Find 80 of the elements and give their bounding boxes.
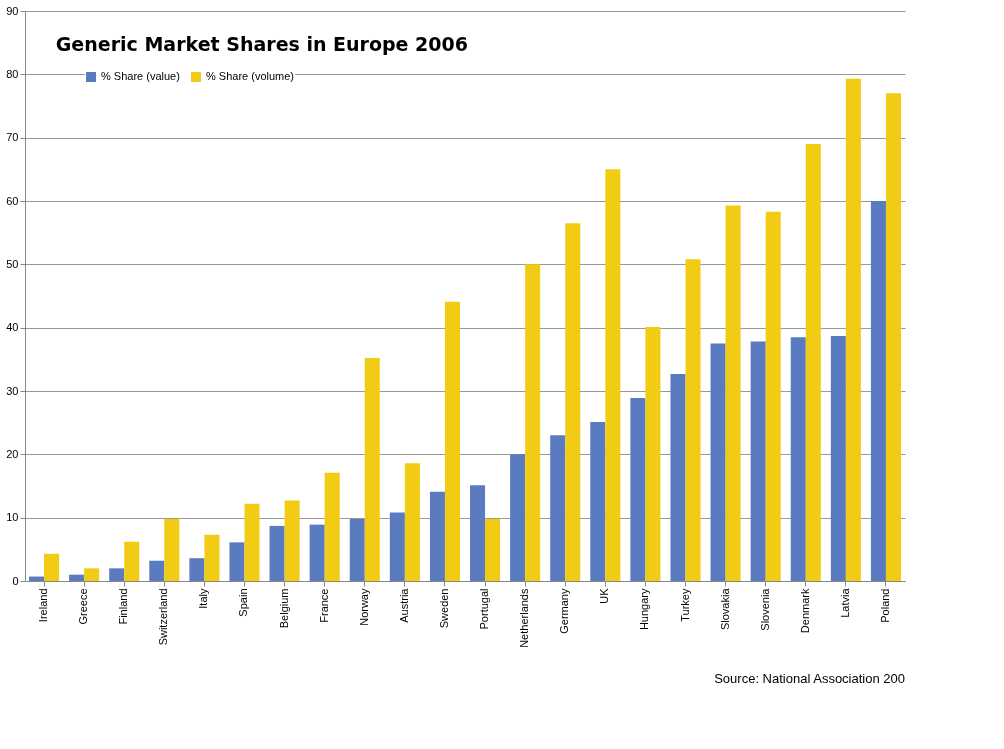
- bar: [84, 568, 100, 581]
- bar: [309, 524, 325, 581]
- legend-label: % Share (value): [101, 70, 180, 82]
- x-tick-label: Austria: [397, 587, 410, 623]
- text: Generic Market Shares in Europe 2006: [55, 33, 469, 55]
- x-tick-label: Switzerland: [157, 588, 170, 646]
- y-tick-label: 50: [6, 257, 19, 270]
- bar: [429, 491, 445, 581]
- bar: [244, 503, 260, 581]
- y-tick-label: 60: [6, 194, 19, 207]
- bar: [470, 485, 486, 581]
- bar: [670, 373, 686, 581]
- x-tick-label: Belgium: [277, 588, 290, 629]
- x-tick-label: Portugal: [478, 588, 491, 630]
- bar: [444, 301, 460, 581]
- y-tick-label: 40: [6, 321, 19, 334]
- y-tick-label: 30: [6, 384, 19, 397]
- bar: [510, 454, 526, 581]
- y-tick-label: 80: [6, 67, 19, 80]
- bar: [69, 574, 85, 581]
- bar: [324, 472, 340, 581]
- x-tick-label: Poland: [878, 588, 891, 623]
- x-tick-label: Denmark: [798, 588, 811, 634]
- x-tick-label: Slovakia: [718, 587, 731, 631]
- x-tick-label: Sweden: [437, 588, 450, 629]
- bar: [725, 205, 741, 581]
- y-tick-label: 10: [6, 511, 19, 524]
- bar: [269, 525, 285, 581]
- bar: [605, 169, 621, 581]
- bar: [29, 576, 45, 581]
- x-tick-label: Greece: [77, 588, 90, 625]
- y-tick-label: 0: [12, 574, 19, 587]
- bar: [790, 337, 806, 581]
- x-tick-label: Turkey: [678, 588, 691, 622]
- x-tick-label: Slovenia: [758, 587, 771, 631]
- y-tick-label: 20: [6, 447, 19, 460]
- x-tick-label: Spain: [237, 588, 250, 617]
- x-tick-label: Italy: [197, 588, 210, 609]
- bar: [870, 201, 886, 581]
- bar: [364, 358, 380, 581]
- bar: [124, 541, 140, 581]
- x-tick-label: Finland: [117, 588, 130, 625]
- bar: [685, 259, 701, 581]
- bar: [765, 211, 781, 581]
- bar: [404, 463, 420, 581]
- x-tick-label: France: [317, 588, 330, 623]
- x-tick-label: Norway: [357, 588, 370, 626]
- y-tick-label: 70: [6, 131, 19, 144]
- x-tick-label: Hungary: [638, 588, 651, 631]
- bar: [149, 560, 165, 581]
- bar: [109, 568, 125, 581]
- x-tick-label: Germany: [558, 588, 571, 634]
- bar: [349, 518, 365, 581]
- bar: [44, 553, 60, 581]
- bar: [189, 558, 205, 581]
- bar: [550, 435, 566, 581]
- bar: [630, 397, 646, 581]
- bar: [750, 341, 766, 581]
- x-tick-label: Netherlands: [518, 588, 531, 648]
- bar: [645, 327, 661, 581]
- bar: [885, 93, 901, 581]
- bar: [389, 512, 405, 581]
- bar: [590, 422, 606, 581]
- x-tick-label: UK: [598, 587, 611, 604]
- source-note: Source: National Association 200: [714, 671, 905, 686]
- bar: [805, 144, 821, 581]
- bar: [565, 223, 581, 581]
- bar: [284, 500, 300, 581]
- bar: [830, 335, 846, 581]
- bar: [845, 78, 861, 581]
- bar: [525, 264, 541, 581]
- y-tick-label: 90: [6, 4, 19, 17]
- bar: [204, 534, 220, 581]
- x-tick-label: Latvia: [838, 587, 851, 618]
- bar: [229, 542, 245, 581]
- bar: [710, 343, 726, 581]
- bar: [485, 518, 501, 581]
- bar: [164, 518, 180, 581]
- legend-label: % Share (volume): [206, 70, 295, 82]
- x-tick-label: Ireland: [37, 588, 50, 623]
